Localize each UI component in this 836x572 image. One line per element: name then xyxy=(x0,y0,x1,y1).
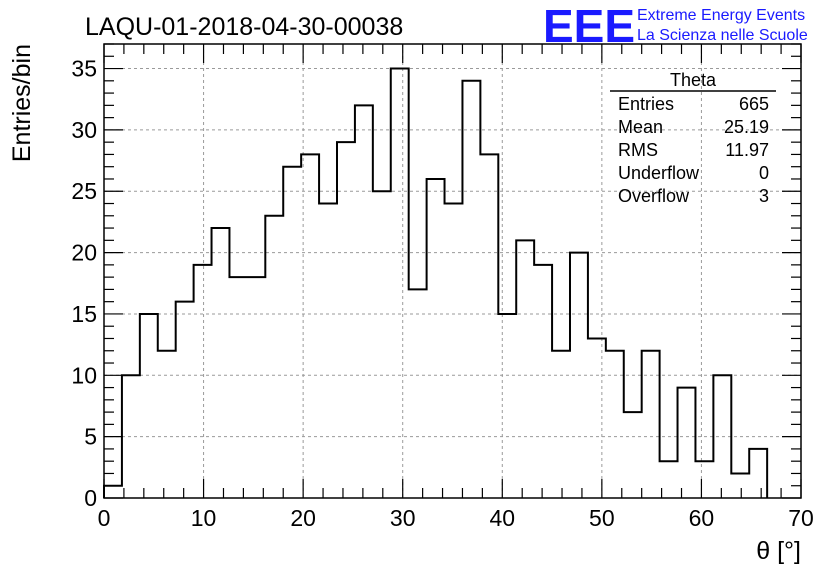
histogram-bin xyxy=(552,351,570,498)
axis-ticks xyxy=(103,43,802,499)
stats-row-label: Entries xyxy=(618,94,674,114)
logo-line-1: Extreme Energy Events xyxy=(637,7,805,24)
y-tick-label: 20 xyxy=(71,240,97,266)
histogram-bin xyxy=(462,81,480,498)
histogram-bin xyxy=(534,265,552,498)
histogram-bin xyxy=(176,302,194,498)
x-tick-label: 40 xyxy=(489,505,515,531)
histogram-bin xyxy=(427,179,445,498)
y-tick-label: 35 xyxy=(71,56,97,82)
histogram-bins xyxy=(104,69,767,498)
histogram-bin xyxy=(409,289,427,498)
histogram-bin xyxy=(660,461,678,498)
histogram-bin xyxy=(570,253,588,498)
histogram-bin xyxy=(247,277,265,498)
stats-row-label: Mean xyxy=(618,117,663,137)
x-tick-labels: 0 10 20 30 40 50 60 70 xyxy=(98,505,814,531)
logo-line-2: La Scienza nelle Scuole xyxy=(637,27,808,44)
y-tick-label: 0 xyxy=(84,485,97,511)
histogram-bin xyxy=(319,204,337,498)
histogram-bin xyxy=(588,338,606,498)
x-tick-label: 30 xyxy=(390,505,416,531)
stats-box: Theta Entries 665 Mean 25.19 RMS 11.97 Underfl… xyxy=(610,70,776,206)
stats-row-value: 0 xyxy=(759,163,769,183)
histogram-bin xyxy=(749,449,767,498)
histogram-bin xyxy=(624,412,642,498)
histogram-bin xyxy=(122,375,140,498)
x-tick-label: 70 xyxy=(788,505,814,531)
histogram-bin xyxy=(140,314,158,498)
x-axis-label: θ [°] xyxy=(756,537,801,565)
histogram-bin xyxy=(337,142,355,498)
plot-frame xyxy=(103,43,802,499)
histogram-bin xyxy=(391,69,409,498)
stats-row-label: Underflow xyxy=(618,163,700,183)
histogram-bin xyxy=(283,167,301,498)
histogram-bin xyxy=(445,204,463,498)
histogram-bin xyxy=(516,240,534,498)
histogram-bin xyxy=(373,191,391,498)
histogram-bin xyxy=(731,473,749,498)
y-tick-labels: 0 5 10 15 20 25 30 35 xyxy=(71,56,97,511)
histogram-bin xyxy=(355,105,373,498)
histogram-bin xyxy=(695,461,713,498)
stats-row-value: 665 xyxy=(739,94,769,114)
histogram-bin xyxy=(265,216,283,498)
y-tick-label: 25 xyxy=(71,178,97,204)
histogram-bin xyxy=(498,314,516,498)
histogram-bin xyxy=(301,154,319,498)
histogram-bin xyxy=(104,486,122,498)
histogram-bin xyxy=(212,228,230,498)
y-axis-label: Entries/bin xyxy=(8,44,36,162)
stats-title: Theta xyxy=(670,70,717,90)
histogram-bin xyxy=(480,154,498,498)
x-tick-label: 10 xyxy=(191,505,217,531)
histogram-bin xyxy=(678,388,696,498)
y-tick-label: 30 xyxy=(71,117,97,143)
x-tick-label: 50 xyxy=(589,505,615,531)
stats-row-value: 11.97 xyxy=(725,140,769,160)
histogram-bin xyxy=(642,351,660,498)
x-tick-label: 60 xyxy=(689,505,715,531)
stats-row-value: 3 xyxy=(759,186,769,206)
chart-title: LAQU-01-2018-04-30-00038 xyxy=(85,13,403,41)
histogram-outline xyxy=(103,67,769,498)
histogram-bin xyxy=(713,375,731,498)
x-tick-label: 0 xyxy=(98,505,111,531)
eee-logo: EEE Extreme Energy Events La Scienza nel… xyxy=(543,0,808,52)
y-tick-label: 10 xyxy=(71,362,97,388)
stats-rows: Entries 665 Mean 25.19 RMS 11.97 Underflow 0 Ove… xyxy=(618,94,769,206)
stats-row-value: 25.19 xyxy=(724,117,769,137)
stats-row-label: Overflow xyxy=(618,186,690,206)
histogram-bin xyxy=(229,277,247,498)
x-tick-label: 20 xyxy=(290,505,316,531)
stats-row-label: RMS xyxy=(618,140,658,160)
histogram-bin xyxy=(194,265,212,498)
grid-lines xyxy=(104,44,801,498)
y-tick-label: 5 xyxy=(84,424,97,450)
histogram-bin xyxy=(158,351,176,498)
histogram-bin xyxy=(606,351,624,498)
y-tick-label: 15 xyxy=(71,301,97,327)
